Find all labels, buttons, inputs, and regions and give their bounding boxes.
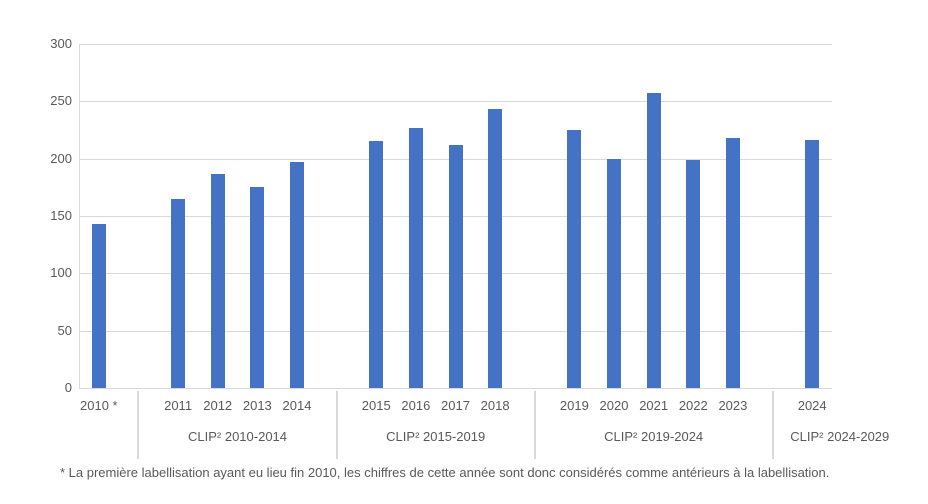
group-separator <box>533 391 536 459</box>
x-axis-line <box>79 388 832 389</box>
bar-2013 <box>250 187 265 388</box>
group-separator <box>335 391 338 459</box>
bar-2012 <box>210 173 225 388</box>
bar-2023 <box>725 138 740 388</box>
year-label-2014: 2014 <box>282 398 312 413</box>
year-label-2022: 2022 <box>678 398 708 413</box>
group-label-4: CLIP² 2024-2029 <box>790 429 890 444</box>
bar-2014 <box>289 162 304 388</box>
year-label-2011: 2011 <box>164 398 193 413</box>
bar-2024 <box>805 140 820 388</box>
year-label-2019: 2019 <box>559 398 589 413</box>
bar-2017 <box>448 144 463 388</box>
bar-2010 <box>91 224 106 388</box>
bar-2015 <box>369 141 384 388</box>
year-label-2016: 2016 <box>401 398 431 413</box>
year-label-2010: 2010 * <box>80 398 118 413</box>
year-label-2015: 2015 <box>361 398 391 413</box>
group-label-3: CLIP² 2019-2024 <box>604 429 704 444</box>
ytick-100: 100 <box>50 265 72 281</box>
bar-2019 <box>567 130 582 388</box>
year-label-2018: 2018 <box>480 398 510 413</box>
year-label-2017: 2017 <box>441 398 470 413</box>
ytick-0: 0 <box>64 380 72 395</box>
year-label-2024: 2024 <box>797 398 827 413</box>
gridline-250 <box>79 101 832 103</box>
group-label-1: CLIP² 2010-2014 <box>188 429 288 444</box>
bar-2022 <box>686 159 701 388</box>
group-label-2: CLIP² 2015-2019 <box>386 429 486 444</box>
gridline-300 <box>79 44 832 45</box>
year-label-2020: 2020 <box>599 398 629 413</box>
ytick-200: 200 <box>50 150 72 166</box>
bar-2018 <box>488 109 503 388</box>
bar-2021 <box>646 93 661 388</box>
ytick-150: 150 <box>50 208 72 223</box>
y-axis-line <box>79 44 80 388</box>
chart-footnote: * La première labellisation ayant eu lie… <box>60 465 830 480</box>
year-label-2012: 2012 <box>203 398 233 413</box>
group-separator <box>137 391 140 459</box>
bar-2011 <box>171 198 186 388</box>
year-label-2023: 2023 <box>718 398 748 413</box>
bar-2016 <box>408 127 423 388</box>
group-separator <box>771 391 774 459</box>
ytick-250: 250 <box>50 93 72 109</box>
ytick-50: 50 <box>57 322 72 338</box>
ytick-300: 300 <box>50 36 72 51</box>
bar-2020 <box>607 158 622 388</box>
year-label-2021: 2021 <box>639 398 669 413</box>
year-label-2013: 2013 <box>242 398 272 413</box>
